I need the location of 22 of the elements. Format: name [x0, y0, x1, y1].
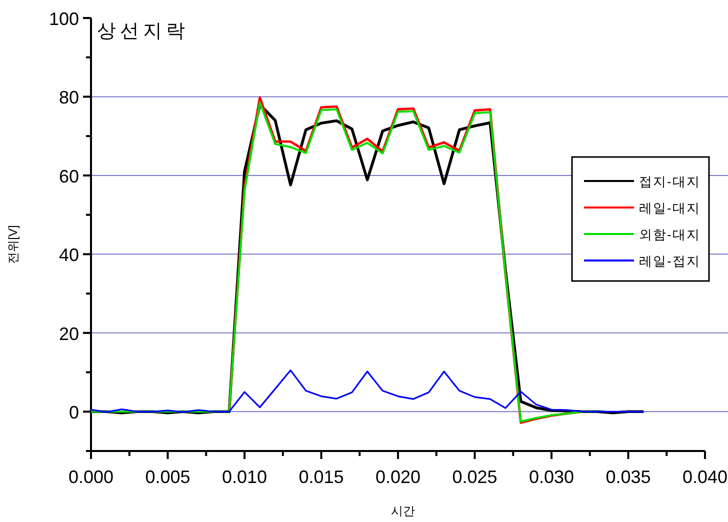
x-tick-label: 0.035	[606, 467, 651, 487]
legend-label: 레일-대지	[639, 200, 700, 216]
y-tick-label: 20	[58, 324, 79, 344]
y-tick-label: 80	[58, 88, 79, 108]
legend-label: 외함-대지	[639, 227, 700, 242]
x-tick-label: 0.015	[298, 467, 344, 487]
legend-label: 접지-대지	[639, 174, 700, 189]
x-tick-label: 0.010	[222, 467, 268, 487]
chart-title: 상선지락	[97, 21, 189, 42]
x-axis-title: 시간	[391, 504, 415, 518]
y-tick-label: 60	[58, 166, 79, 186]
y-tick-label: 100	[48, 9, 79, 29]
x-tick-label: 0.005	[145, 467, 190, 487]
legend-label: 레일-접지	[639, 254, 700, 268]
x-tick-label: 0.030	[528, 467, 574, 487]
y-tick-label: 0	[68, 402, 79, 423]
x-tick-label: 0.000	[68, 467, 114, 487]
y-tick-label: 40	[58, 245, 79, 266]
x-tick-label: 0.020	[375, 467, 421, 487]
y-axis-title: 전위[V]	[6, 225, 20, 264]
x-tick-label: 0.025	[452, 467, 498, 487]
x-tick-label: 0.040	[682, 467, 728, 487]
